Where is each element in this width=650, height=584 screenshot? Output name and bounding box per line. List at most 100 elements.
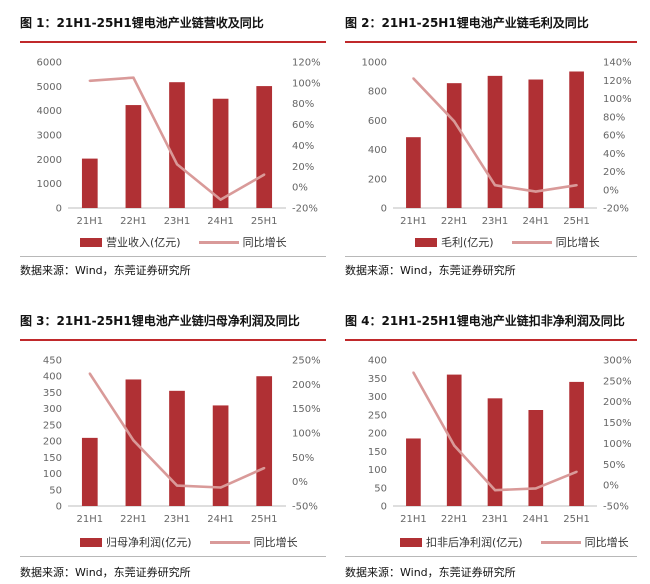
y-left-tick-label: 600 (368, 116, 387, 127)
y-right-tick-label: 100% (292, 78, 321, 89)
legend-bar-swatch (400, 537, 422, 547)
y-left-tick-label: 400 (368, 356, 387, 367)
y-right-tick-label: 60% (292, 120, 314, 131)
chart-plot: 0 50 100 150 200 250 300 350 400 450 -50% 0% 50% 100%… (43, 356, 321, 526)
legend-line-swatch (198, 240, 239, 244)
title-rule (345, 41, 637, 43)
growth-point (219, 198, 222, 201)
x-tick-label: 22H1 (441, 216, 468, 227)
growth-point (453, 444, 456, 447)
title-rule (345, 339, 637, 341)
chart-legend: 毛利(亿元) 同比增长 (415, 234, 600, 250)
y-left-tick-label: 50 (49, 485, 62, 496)
growth-point (575, 183, 578, 187)
chart-title: 图 1：21H1-25H1锂电池产业链营收及同比 (20, 16, 264, 30)
y-right-tick-label: 120% (603, 76, 632, 87)
growth-point (412, 371, 415, 374)
growth-point (175, 163, 179, 166)
y-left-tick-label: 1000 (362, 58, 387, 69)
y-left-tick-label: 400 (368, 145, 387, 156)
y-right-tick-label: 0% (603, 185, 619, 196)
y-right-tick-label: 50% (603, 460, 625, 471)
growth-point (412, 77, 415, 80)
growth-point (88, 79, 92, 82)
bar (446, 83, 462, 208)
y-left-tick-label: 200 (368, 174, 387, 185)
x-tick-label: 22H1 (120, 216, 147, 227)
growth-point (219, 486, 222, 489)
x-tick-label: 21H1 (76, 514, 103, 525)
chart-source: 数据来源：Wind，东莞证券研究所 (20, 566, 191, 579)
chart-legend: 扣非后净利润(亿元) 同比增长 (400, 534, 629, 550)
legend-line-swatch (511, 240, 552, 244)
legend-line-label: 同比增长 (584, 536, 629, 549)
bar (169, 82, 185, 208)
y-left-tick-label: 350 (43, 388, 62, 399)
y-left-tick-label: 400 (43, 372, 62, 383)
y-right-tick-label: 80% (292, 99, 314, 110)
y-left-tick-label: 0 (381, 502, 387, 513)
legend-line-label: 同比增长 (555, 236, 600, 249)
chart-panel-3: 图 3：21H1-25H1锂电池产业链归母净利润及同比 0 50 100 150 200… (20, 306, 335, 584)
y-right-tick-label: 200% (603, 397, 632, 408)
y-left-tick-label: 200 (368, 429, 387, 440)
y-left-tick-label: 0 (381, 204, 387, 215)
bar (125, 379, 142, 506)
y-left-tick-label: 5000 (37, 82, 62, 93)
growth-point (575, 470, 578, 473)
x-tick-label: 24H1 (522, 216, 549, 227)
legend-line-swatch (540, 540, 581, 544)
y-left-tick-label: 100 (43, 469, 62, 480)
x-tick-label: 23H1 (482, 514, 509, 525)
y-left-tick-label: 350 (368, 374, 387, 385)
y-left-tick-label: 300 (43, 404, 62, 415)
growth-point (453, 120, 456, 123)
bar (212, 405, 229, 506)
y-right-tick-label: 0% (603, 481, 619, 492)
bar (212, 98, 229, 208)
growth-point (132, 439, 135, 442)
chart-legend: 营业收入(亿元) 同比增长 (80, 234, 287, 250)
y-right-tick-label: 0% (292, 477, 308, 488)
chart-plot: 0 200 400 600 800 1000 -20% 0% 20% 40% 60% 80% 100% 1… (362, 58, 632, 228)
x-tick-label: 22H1 (441, 514, 468, 525)
chart-panel-1: 图 1：21H1-25H1锂电池产业链营收及同比 0 1000 2000 3000 40… (20, 8, 335, 283)
chart-plot: 0 1000 2000 3000 4000 5000 6000 -20% 0% 20% 40% 60%… (37, 58, 321, 228)
legend-bar-swatch (80, 237, 102, 247)
y-left-tick-label: 50 (374, 483, 387, 494)
growth-point (493, 488, 497, 492)
chart-title: 图 3：21H1-25H1锂电池产业链归母净利润及同比 (20, 314, 300, 328)
chart-source: 数据来源：Wind，东莞证券研究所 (20, 264, 191, 277)
y-left-tick-label: 150 (43, 453, 62, 464)
legend-line-swatch (209, 540, 250, 544)
bar (169, 390, 185, 506)
x-tick-label: 21H1 (400, 514, 427, 525)
x-tick-label: 25H1 (563, 216, 590, 227)
title-rule (20, 41, 326, 43)
y-left-tick-label: 2000 (37, 155, 62, 166)
legend-bar-label: 扣非后净利润(亿元) (426, 536, 523, 549)
bottom-rule (345, 556, 637, 557)
bar (446, 374, 462, 506)
x-tick-label: 21H1 (400, 216, 427, 227)
y-left-tick-label: 4000 (37, 106, 62, 117)
x-tick-label: 22H1 (120, 514, 147, 525)
y-left-tick-label: 3000 (37, 131, 62, 142)
y-left-tick-label: 300 (368, 392, 387, 403)
chart-source: 数据来源：Wind，东莞证券研究所 (345, 264, 516, 277)
bar (569, 71, 584, 209)
x-tick-label: 23H1 (482, 216, 509, 227)
x-tick-label: 25H1 (563, 514, 590, 525)
y-right-tick-label: 100% (603, 439, 632, 450)
y-left-tick-label: 450 (43, 356, 62, 367)
y-right-tick-label: 20% (292, 162, 314, 173)
y-left-tick-label: 800 (368, 87, 387, 98)
y-left-tick-label: 200 (43, 437, 62, 448)
growth-point (534, 190, 537, 193)
bar (406, 137, 421, 208)
chart-panel-4: 图 4：21H1-25H1锂电池产业链扣非净利润及同比 0 50 100 150 200… (345, 306, 645, 584)
legend-bar-label: 毛利(亿元) (441, 236, 494, 249)
legend-bar-swatch (415, 237, 437, 247)
bar (487, 398, 503, 506)
bar (528, 79, 544, 208)
